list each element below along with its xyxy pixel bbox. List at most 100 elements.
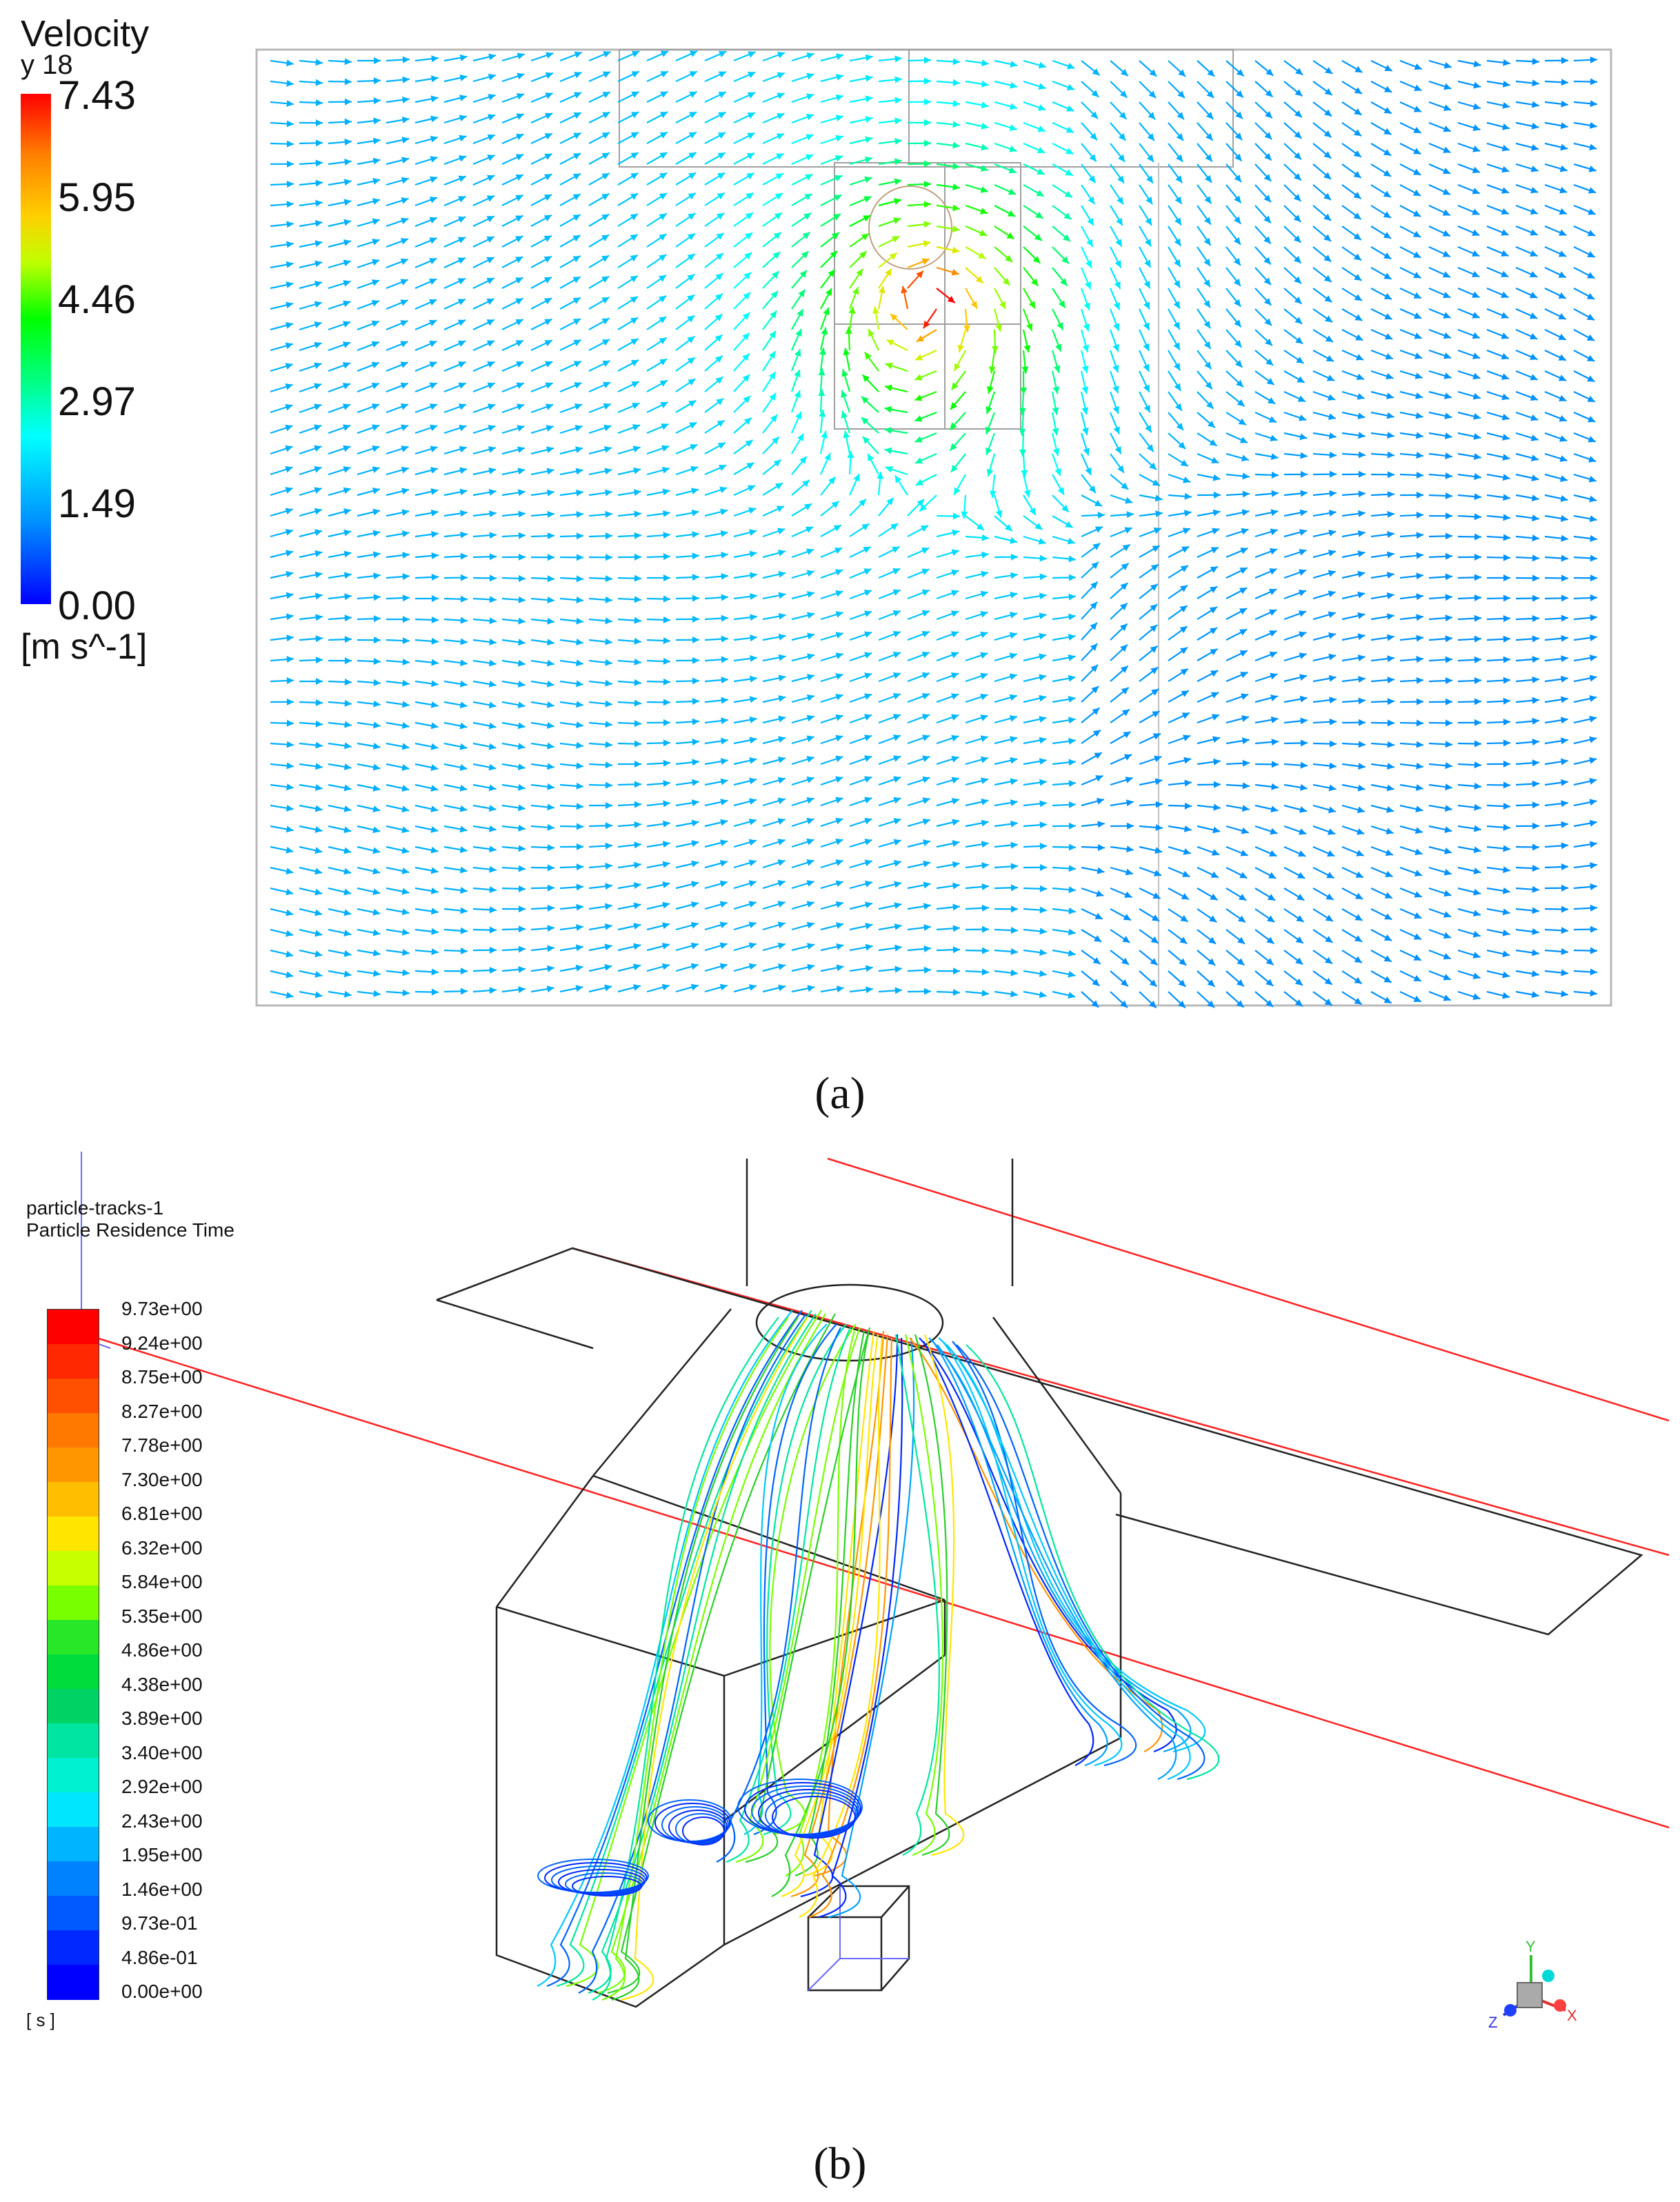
velocity-arrow-head [1589,736,1597,743]
velocity-arrow-head [692,698,699,705]
residence-time-tick-label: 9.73e+00 [121,1298,203,1319]
velocity-arrow-head [1114,446,1121,454]
velocity-arrow-head [517,468,526,475]
velocity-arrow-head [1443,890,1452,897]
velocity-arrow-head [914,374,923,381]
velocity-arrow-head [894,944,902,952]
velocity-arrow-head [1383,149,1392,156]
velocity-arrow-head [430,722,439,730]
velocity-arrow-head [459,424,467,432]
velocity-arrow-head [1039,573,1047,581]
velocity-arrow-head [1125,777,1133,783]
velocity-arrow-head [659,274,667,282]
velocity-arrow-head [1265,90,1273,97]
velocity-arrow-head [750,675,757,683]
particle-track [904,1334,943,1856]
particle-track [818,1337,903,1919]
velocity-arrow-head [1414,827,1423,834]
caption-b: (b) [813,2139,867,2189]
velocity-arrow-head [1590,78,1597,86]
velocity-arrow-head [1474,513,1481,521]
velocity-arrow-head [841,369,848,377]
velocity-arrow-head [744,252,752,260]
velocity-arrow-head [1299,433,1308,441]
velocity-arrow-head [1443,372,1452,379]
velocity-arrow-head [1353,192,1361,199]
velocity-arrow-head [947,296,955,303]
velocity-arrow-head [660,71,668,78]
velocity-arrow-head [1358,510,1366,517]
velocity-arrow-head [1354,108,1362,115]
velocity-arrow-head [315,635,323,643]
velocity-arrow-head [1269,548,1277,555]
velocity-arrow-head [459,54,468,61]
velocity-arrow-head [1008,188,1017,195]
velocity-arrow-head [429,382,437,389]
velocity-arrow-head [1268,872,1277,879]
velocity-arrow-head [1119,90,1128,98]
particle-swirl [682,1816,725,1845]
velocity-arrow-head [901,286,908,294]
velocity-arrow-head [487,134,495,141]
velocity-arrow-head [601,276,610,283]
velocity-arrow-head [980,756,988,763]
velocity-arrow-head [544,319,552,326]
velocity-arrow-head [489,617,497,625]
velocity-arrow-head [662,488,670,496]
velocity-arrow-head [401,908,410,916]
velocity-arrow-head [430,75,439,83]
velocity-arrow-head [575,964,583,972]
velocity-arrow-head [1010,592,1018,599]
velocity-arrow-head [343,466,351,473]
velocity-arrow-head [488,805,497,812]
velocity-arrow-head [892,589,901,596]
velocity-arrow-head [1416,614,1423,621]
velocity-arrow-head [1242,490,1250,498]
velocity-arrow-head [489,987,497,994]
velocity-arrow-head [459,805,468,812]
velocity-arrow-head [1532,58,1539,66]
velocity-arrow-head [894,965,902,973]
velocity-arrow-head [768,351,776,359]
velocity-arrow-head [1241,509,1250,517]
velocity-arrow-head [1357,784,1366,792]
velocity-arrow-head [1474,614,1481,622]
velocity-arrow-head [634,658,641,665]
velocity-arrow-head [1267,915,1275,923]
velocity-arrow-head [1081,386,1089,394]
particle-track [909,1337,1163,1752]
velocity-arrow-head [663,739,670,747]
velocity-arrow-head [1445,552,1452,560]
velocity-arrow-head [923,160,931,168]
velocity-arrow-head [721,697,728,704]
velocity-arrow-head [863,714,872,721]
velocity-arrow-head [460,887,468,894]
velocity-arrow-head [1019,428,1026,436]
velocity-arrow-head [1358,741,1366,748]
velocity-arrow-head [572,153,581,160]
velocity-arrow-head [431,948,439,956]
velocity-arrow-head [1213,758,1221,765]
velocity-arrow-head [372,424,380,431]
velocity-arrow-head [923,77,931,85]
velocity-arrow-head [692,552,699,560]
velocity-arrow-head [1328,806,1336,814]
velocity-arrow-head [1325,914,1333,921]
velocity-arrow-head [951,714,959,721]
velocity-arrow-head [1263,194,1271,203]
velocity-arrow-head [545,382,553,389]
velocity-arrow-head [1264,132,1272,140]
velocity-arrow-head [1175,175,1183,183]
velocity-arrow-head [486,277,494,284]
velocity-arrow-head [1444,848,1452,854]
velocity-arrow-head [1474,574,1481,581]
velocity-arrow-head [314,991,323,999]
velocity-arrow-head [749,716,757,723]
velocity-arrow-head [1590,574,1597,582]
velocity-arrow-head [1472,146,1481,152]
residence-time-tick-label: 1.46e+00 [121,1878,203,1900]
velocity-arrow-head [1295,68,1303,75]
particle-track [556,1310,812,1988]
velocity-arrow-head [543,235,552,242]
particle-track [938,1337,1206,1753]
